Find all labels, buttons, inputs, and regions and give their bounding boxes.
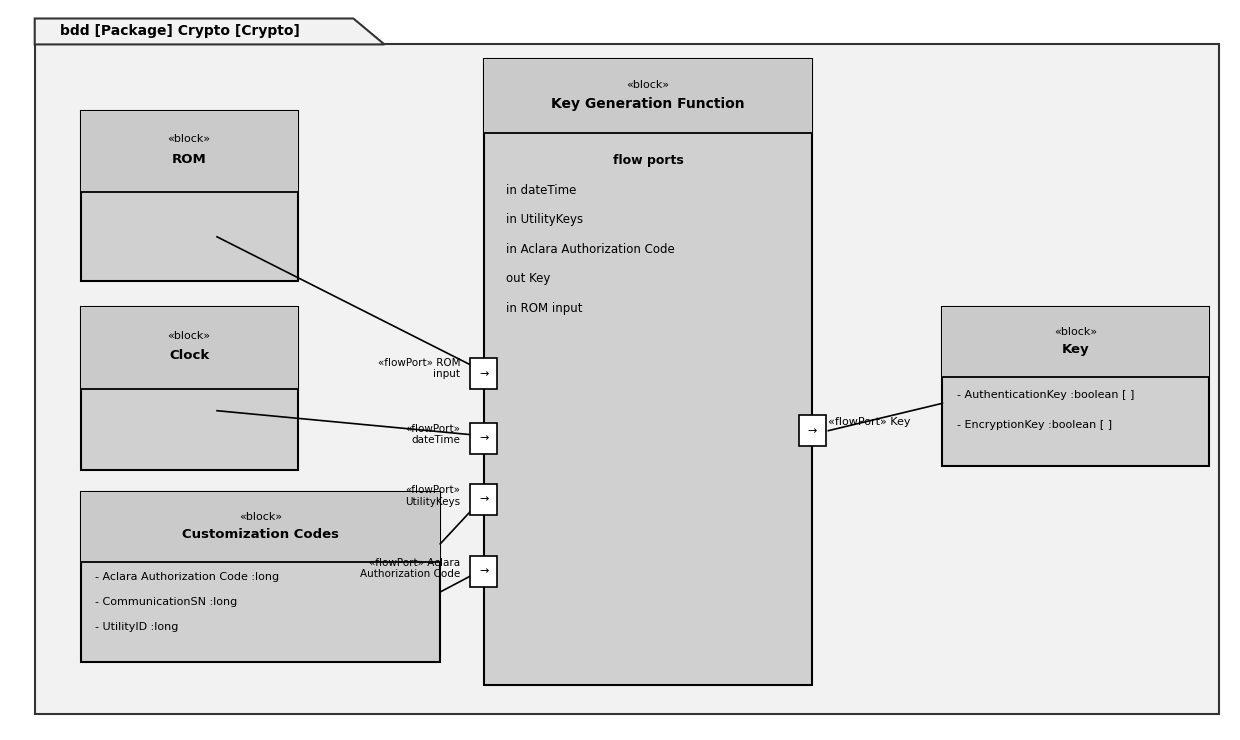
- Text: «flowPort» Key: «flowPort» Key: [828, 417, 911, 427]
- Text: «block»: «block»: [167, 135, 211, 144]
- Bar: [942, 307, 1209, 377]
- Bar: [81, 307, 298, 470]
- Bar: [470, 358, 497, 389]
- Text: - AuthenticationKey :boolean [ ]: - AuthenticationKey :boolean [ ]: [957, 390, 1135, 400]
- Text: in ROM input: in ROM input: [506, 302, 583, 315]
- Text: - CommunicationSN :long: - CommunicationSN :long: [95, 597, 238, 608]
- Text: - Aclara Authorization Code :long: - Aclara Authorization Code :long: [95, 572, 279, 582]
- Bar: [81, 492, 440, 562]
- Text: in UtilityKeys: in UtilityKeys: [506, 213, 583, 226]
- Text: →: →: [479, 494, 489, 505]
- Text: out Key: out Key: [506, 272, 551, 286]
- Bar: [942, 307, 1209, 466]
- Text: Key: Key: [1061, 343, 1090, 356]
- Text: →: →: [479, 369, 489, 379]
- Text: →: →: [479, 433, 489, 443]
- Text: - EncryptionKey :boolean [ ]: - EncryptionKey :boolean [ ]: [957, 420, 1112, 430]
- Bar: [81, 111, 298, 192]
- Polygon shape: [35, 18, 384, 44]
- Bar: [470, 484, 497, 515]
- Text: «flowPort»
UtilityKeys: «flowPort» UtilityKeys: [405, 485, 460, 507]
- Bar: [81, 492, 440, 662]
- Text: «flowPort» ROM
input: «flowPort» ROM input: [377, 357, 460, 380]
- Bar: [799, 415, 826, 446]
- Text: - UtilityID :long: - UtilityID :long: [95, 622, 179, 633]
- Text: Clock: Clock: [169, 349, 210, 363]
- Text: Key Generation Function: Key Generation Function: [551, 97, 745, 110]
- Text: «block»: «block»: [1054, 326, 1097, 337]
- Text: →: →: [807, 425, 817, 436]
- Text: «block»: «block»: [626, 80, 670, 90]
- Text: →: →: [479, 566, 489, 576]
- Text: «block»: «block»: [239, 511, 281, 522]
- Bar: [81, 307, 298, 388]
- Text: «flowPort» Aclara
Authorization Code: «flowPort» Aclara Authorization Code: [360, 557, 460, 579]
- Bar: [484, 59, 812, 133]
- Text: in Aclara Authorization Code: in Aclara Authorization Code: [506, 243, 675, 256]
- Text: ROM: ROM: [171, 153, 207, 166]
- Text: «flowPort»
dateTime: «flowPort» dateTime: [405, 423, 460, 445]
- Text: bdd [Package] Crypto [Crypto]: bdd [Package] Crypto [Crypto]: [60, 24, 299, 38]
- Text: Customization Codes: Customization Codes: [182, 528, 339, 541]
- Text: flow ports: flow ports: [613, 154, 683, 167]
- Bar: [484, 59, 812, 685]
- Bar: [470, 423, 497, 454]
- Text: «block»: «block»: [167, 331, 211, 340]
- Text: in dateTime: in dateTime: [506, 184, 577, 197]
- Bar: [470, 556, 497, 587]
- Bar: [81, 111, 298, 281]
